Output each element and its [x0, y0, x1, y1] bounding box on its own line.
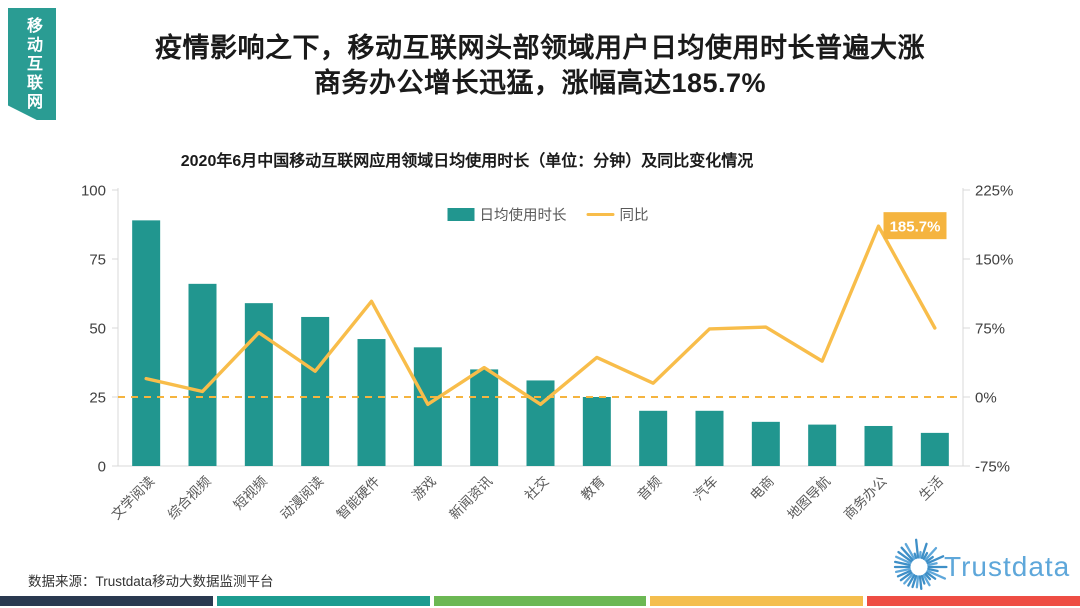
page-title: 疫情影响之下，移动互联网头部领域用户日均使用时长普遍大涨 商务办公增长迅猛，涨幅… [0, 31, 1080, 101]
svg-text:100: 100 [81, 183, 106, 200]
chart-legend: 日均使用时长 同比 [447, 204, 649, 225]
ribbon-label: 移动互联网 [24, 17, 41, 112]
svg-text:教育: 教育 [578, 474, 608, 504]
svg-text:智能硬件: 智能硬件 [334, 474, 383, 523]
bar-series [132, 220, 949, 466]
svg-text:文学阅读: 文学阅读 [108, 474, 157, 523]
svg-text:游戏: 游戏 [409, 474, 439, 504]
line-series-swatch [586, 212, 615, 217]
bottom-bar-segment-2 [216, 596, 430, 606]
bottom-bar-segment-1 [0, 596, 213, 606]
legend-label-bar: 日均使用时长 [479, 208, 567, 224]
svg-text:动漫阅读: 动漫阅读 [277, 474, 326, 523]
svg-text:短视频: 短视频 [231, 473, 271, 513]
bottom-bar-segment-4 [650, 596, 864, 606]
svg-text:25: 25 [89, 390, 106, 407]
svg-text:75%: 75% [975, 321, 1005, 338]
svg-text:50: 50 [89, 321, 106, 338]
chart-title: 2020年6月中国移动互联网应用领域日均使用时长（单位：分钟）及同比变化情况 [180, 153, 754, 170]
starburst-icon [893, 538, 948, 591]
svg-text:音频: 音频 [634, 472, 665, 503]
legend-label-line: 同比 [619, 208, 649, 224]
svg-text:0: 0 [98, 459, 106, 476]
svg-text:185.7%: 185.7% [890, 219, 941, 236]
bar-series-swatch [447, 208, 475, 221]
legend-item-line: 同比 [586, 204, 649, 225]
combo-chart: 0 25 50 75 100 -75% 0% 75% 150% 225% 文学阅读 综合视频 短视频动… [81, 183, 1013, 523]
svg-text:150%: 150% [975, 252, 1013, 269]
corner-ribbon: 移动互联网 [8, 8, 56, 120]
bottom-bar-segment-3 [433, 596, 647, 606]
svg-text:地图导航: 地图导航 [784, 473, 833, 522]
svg-text:生活: 生活 [916, 474, 946, 504]
peak-annotation: 185.7% [883, 212, 947, 240]
svg-text:-75%: -75% [975, 459, 1010, 476]
logo-wordmark: Trustdata [944, 551, 1071, 582]
svg-text:225%: 225% [975, 183, 1013, 200]
svg-text:汽车: 汽车 [690, 473, 720, 503]
svg-text:新闻资讯: 新闻资讯 [446, 473, 495, 522]
svg-text:综合视频: 综合视频 [165, 473, 214, 522]
svg-text:社交: 社交 [521, 473, 551, 503]
svg-text:75: 75 [89, 252, 106, 269]
svg-text:0%: 0% [975, 390, 997, 407]
page-title-line1: 疫情影响之下，移动互联网头部领域用户日均使用时长普遍大涨 [155, 33, 925, 63]
bottom-bar-segment-5 [867, 596, 1080, 606]
svg-text:商务办公: 商务办公 [841, 473, 890, 522]
category-axis-labels: 文学阅读 综合视频 短视频 动漫阅读 智能硬件 游戏 新闻资讯 社交 教育 音频 汽车 电商 地图导航商… [108, 472, 945, 522]
page-title-line2: 商务办公增长迅猛，涨幅高达185.7% [313, 68, 767, 98]
svg-text:电商: 电商 [747, 474, 777, 504]
line-series [144, 224, 937, 407]
data-source-note: 数据来源：Trustdata移动大数据监测平台 [28, 574, 274, 589]
legend-item-bar: 日均使用时长 [447, 204, 567, 225]
trustdata-logo: Trustdata [886, 534, 1070, 600]
bottom-color-bar [0, 596, 1080, 606]
